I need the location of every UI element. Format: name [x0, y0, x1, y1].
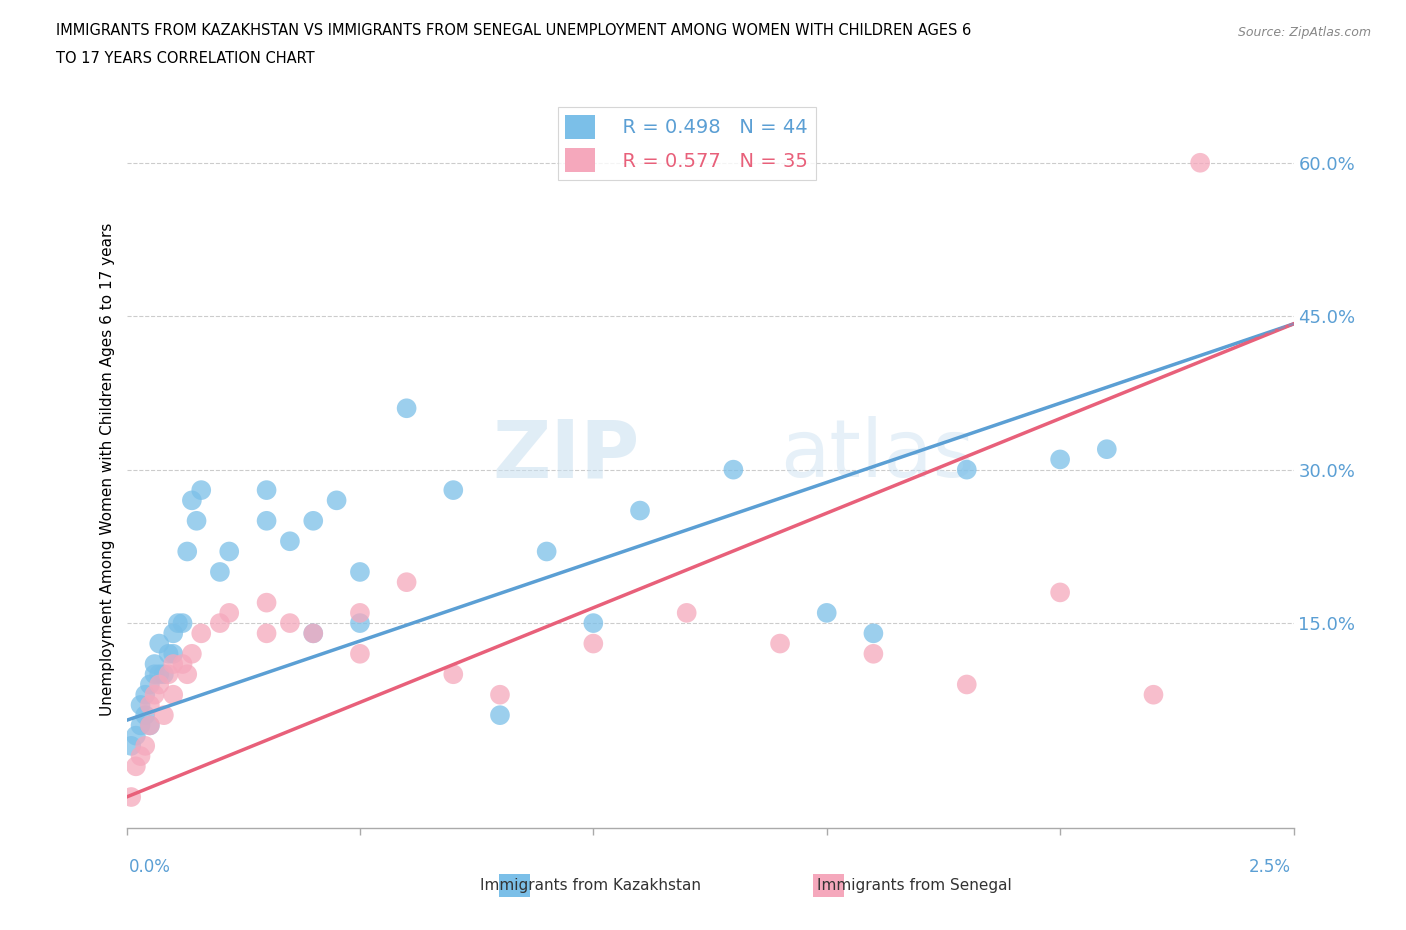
Point [139, 698, 162, 712]
Point [395, 401, 418, 416]
Point [162, 657, 184, 671]
Point [723, 462, 745, 477]
Point [489, 687, 512, 702]
Point [769, 636, 792, 651]
Point [180, 646, 202, 661]
Point [129, 698, 152, 712]
Point [134, 708, 156, 723]
Legend:   R = 0.498   N = 44,   R = 0.577   N = 35: R = 0.498 N = 44, R = 0.577 N = 35 [558, 107, 815, 179]
Point [176, 667, 198, 682]
Point [1189, 155, 1212, 170]
Point [862, 646, 884, 661]
Text: IMMIGRANTS FROM KAZAKHSTAN VS IMMIGRANTS FROM SENEGAL UNEMPLOYMENT AMONG WOMEN W: IMMIGRANTS FROM KAZAKHSTAN VS IMMIGRANTS… [56, 23, 972, 38]
Point [139, 677, 162, 692]
Point [125, 759, 148, 774]
Point [129, 749, 152, 764]
Point [302, 626, 325, 641]
Point [148, 667, 170, 682]
Point [441, 483, 464, 498]
Text: ZIP: ZIP [492, 417, 640, 495]
Text: TO 17 YEARS CORRELATION CHART: TO 17 YEARS CORRELATION CHART [56, 51, 315, 66]
Point [1049, 585, 1071, 600]
Point [218, 605, 240, 620]
Point [349, 605, 371, 620]
Point [139, 718, 162, 733]
Text: Source: ZipAtlas.com: Source: ZipAtlas.com [1237, 26, 1371, 39]
Point [153, 708, 176, 723]
Point [218, 544, 240, 559]
Point [157, 667, 180, 682]
Point [441, 667, 464, 682]
Point [815, 605, 838, 620]
Point [489, 708, 512, 723]
Point [956, 462, 979, 477]
Point [134, 738, 156, 753]
Text: Immigrants from Kazakhstan: Immigrants from Kazakhstan [479, 878, 702, 893]
Point [256, 513, 278, 528]
Point [186, 513, 208, 528]
Text: Immigrants from Senegal: Immigrants from Senegal [817, 878, 1011, 893]
Point [172, 657, 194, 671]
Point [395, 575, 418, 590]
Point [862, 626, 884, 641]
Y-axis label: Unemployment Among Women with Children Ages 6 to 17 years: Unemployment Among Women with Children A… [100, 223, 115, 716]
Point [143, 687, 166, 702]
Point [349, 646, 371, 661]
Point [256, 595, 278, 610]
Point [278, 534, 301, 549]
Point [139, 718, 162, 733]
Point [148, 677, 170, 692]
Point [582, 636, 605, 651]
Point [143, 667, 166, 682]
Point [162, 646, 184, 661]
Text: 0.0%: 0.0% [129, 857, 172, 876]
Text: 2.5%: 2.5% [1249, 857, 1291, 876]
Point [120, 790, 142, 804]
Point [349, 565, 371, 579]
Point [143, 657, 166, 671]
Point [256, 626, 278, 641]
Point [162, 626, 184, 641]
Text: atlas: atlas [780, 417, 974, 495]
Point [180, 493, 202, 508]
Point [582, 616, 605, 631]
Point [176, 544, 198, 559]
Point [167, 616, 190, 631]
Point [148, 636, 170, 651]
Point [153, 667, 176, 682]
Point [302, 626, 325, 641]
Point [956, 677, 979, 692]
Point [1049, 452, 1071, 467]
Point [190, 626, 212, 641]
Point [675, 605, 697, 620]
Point [120, 738, 142, 753]
Point [536, 544, 558, 559]
Point [302, 513, 325, 528]
Point [129, 718, 152, 733]
Point [162, 687, 184, 702]
Point [1095, 442, 1118, 457]
Point [628, 503, 651, 518]
Point [208, 565, 231, 579]
Point [1142, 687, 1164, 702]
Point [325, 493, 347, 508]
Point [157, 646, 180, 661]
Point [125, 728, 148, 743]
Point [256, 483, 278, 498]
Point [190, 483, 212, 498]
Point [134, 687, 156, 702]
Point [349, 616, 371, 631]
Point [278, 616, 301, 631]
Point [172, 616, 194, 631]
Point [208, 616, 231, 631]
